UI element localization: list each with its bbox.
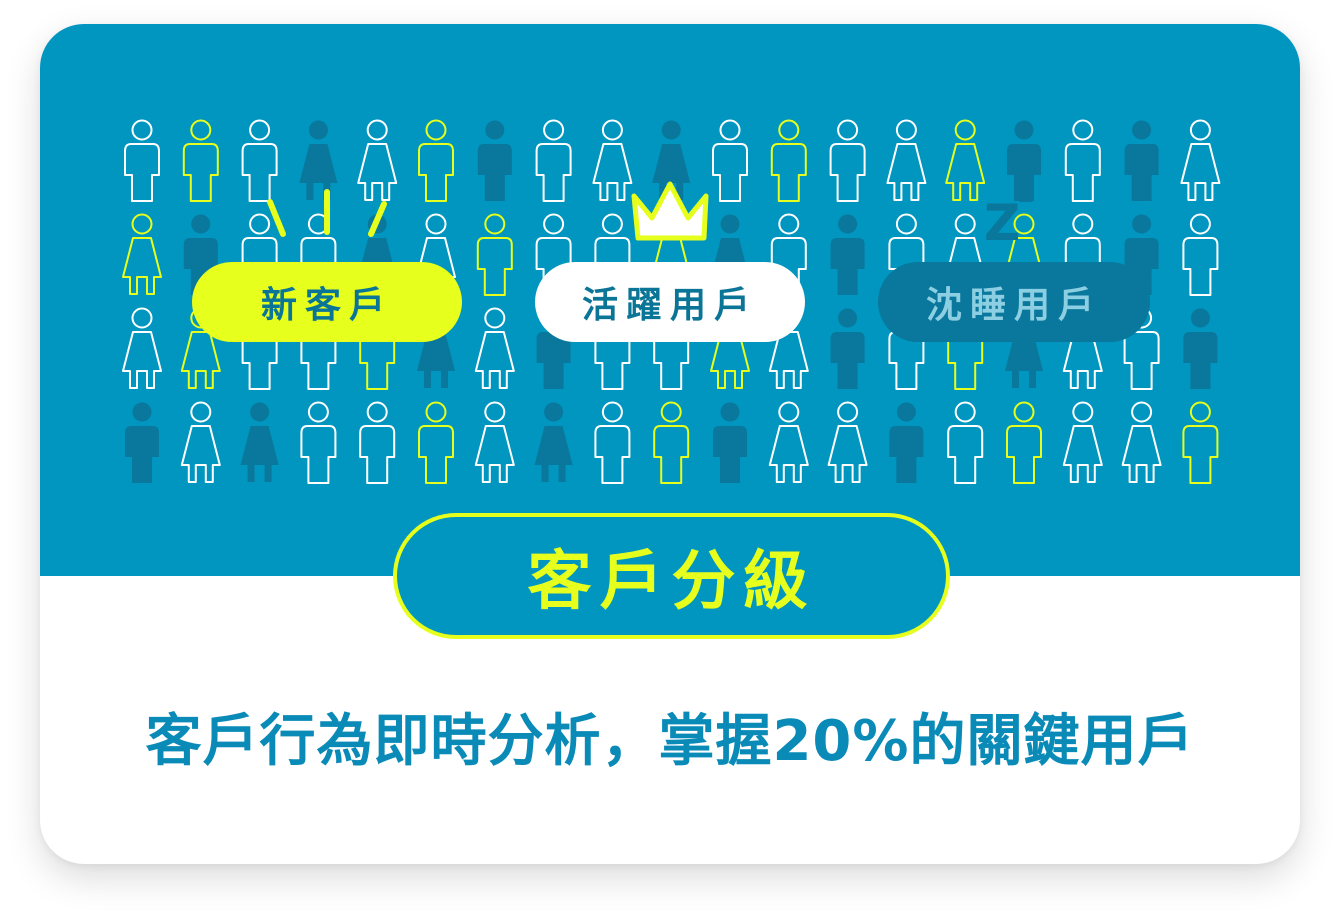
person-icon — [713, 402, 747, 483]
person-icon — [299, 120, 338, 200]
person-icon — [1183, 308, 1218, 389]
subtitle: 客戶行為即時分析，掌握20%的關鍵用戶 — [145, 709, 1195, 774]
sleeping-user-badge: 沈睡用戶 — [878, 262, 1150, 342]
person-icon — [712, 119, 748, 202]
person-icon — [947, 401, 984, 484]
active-user-badge: 活躍用戶 — [535, 262, 805, 342]
person-icon — [122, 307, 162, 389]
person-icon — [180, 401, 221, 483]
person-icon — [1182, 401, 1219, 484]
person-icon — [770, 119, 807, 202]
person-icon — [889, 402, 924, 483]
person-icon — [535, 119, 572, 202]
person-icon — [357, 119, 398, 201]
person-icon — [945, 119, 986, 201]
person-icon — [830, 308, 865, 389]
person-icon — [594, 401, 631, 484]
person-icon — [124, 119, 160, 202]
person-icon — [534, 402, 573, 482]
feature-card: 新客戶 活躍用戶 沈睡用戶 z Z 客戶分級 客戶行為即時分析，掌握20%的關鍵… — [40, 24, 1300, 864]
person-icon — [1124, 120, 1159, 201]
person-icon — [592, 119, 633, 201]
person-icon — [1121, 401, 1162, 483]
person-icon — [474, 401, 515, 483]
person-icon — [652, 120, 691, 200]
person-icon — [653, 401, 690, 484]
main-title: 客戶分級 — [393, 513, 950, 639]
person-icon — [829, 119, 866, 202]
person-icon — [359, 401, 396, 484]
person-icon — [476, 213, 513, 296]
person-icon — [240, 402, 279, 482]
person-icon — [241, 119, 278, 202]
person-icon — [830, 214, 865, 295]
person-icon — [418, 401, 454, 484]
person-icon — [1180, 119, 1221, 201]
person-icon — [1006, 401, 1042, 484]
person-icon — [300, 401, 337, 484]
person-icon — [1062, 401, 1103, 483]
person-icon — [418, 119, 454, 202]
person-icon — [122, 213, 162, 295]
new-customer-badge: 新客戶 — [192, 262, 462, 342]
person-icon — [125, 402, 159, 483]
person-icon — [1007, 120, 1041, 201]
person-icon — [1064, 119, 1101, 202]
banner: 新客戶 活躍用戶 沈睡用戶 z Z — [40, 24, 1300, 576]
person-icon — [477, 120, 512, 201]
person-icon — [474, 307, 515, 389]
person-icon — [886, 119, 927, 201]
person-icon — [768, 401, 809, 483]
person-icon — [1182, 213, 1219, 296]
person-icon — [182, 119, 219, 202]
person-icon — [827, 401, 868, 483]
